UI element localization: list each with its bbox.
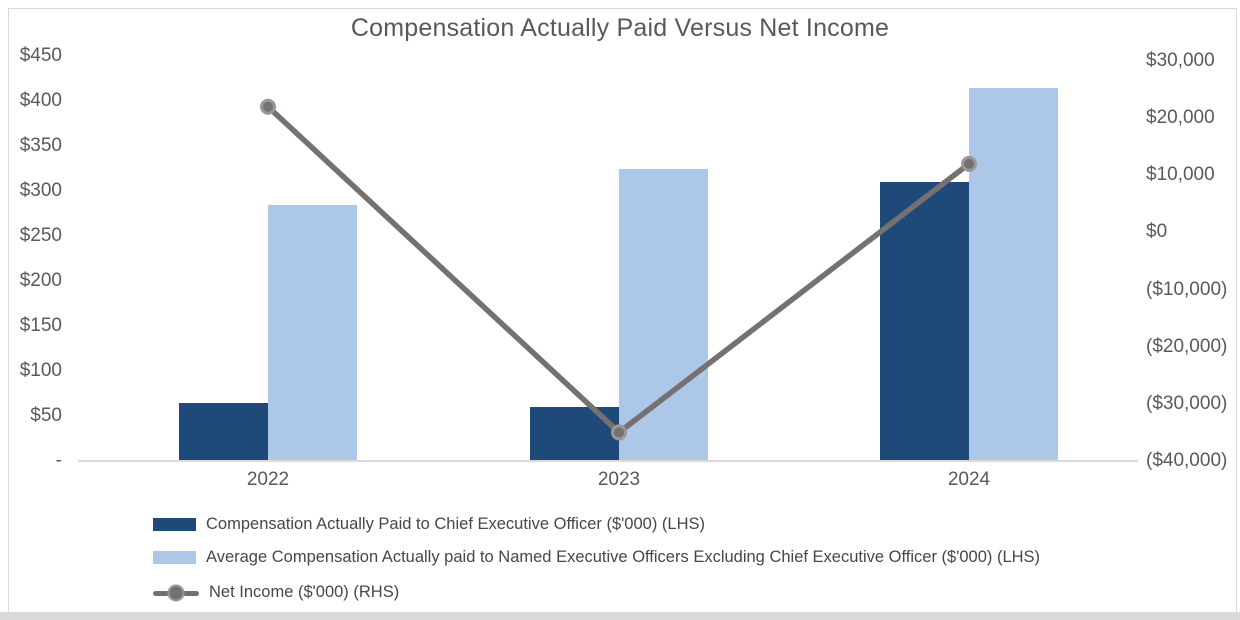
chart-border-right — [1236, 8, 1237, 612]
bar-ceo-compensation — [880, 182, 969, 461]
left-axis-tick: $200 — [19, 270, 62, 291]
right-axis-tick: $30,000 — [1146, 50, 1215, 71]
x-axis-label: 2024 — [947, 469, 991, 490]
left-axis-tick: $450 — [19, 45, 62, 66]
right-axis-tick: $10,000 — [1146, 164, 1215, 186]
right-axis-tick: ($20,000) — [1146, 335, 1228, 357]
legend-item: Net Income ($'000) (RHS) — [153, 583, 399, 602]
legend-item: Average Compensation Actually paid to Na… — [153, 548, 1040, 567]
x-axis-line — [78, 460, 1138, 462]
bar-ceo-compensation — [179, 402, 268, 461]
legend-item: Compensation Actually Paid to Chief Exec… — [153, 515, 705, 534]
chart-border-left — [8, 8, 9, 612]
legend-marker-icon — [167, 584, 185, 601]
line-marker — [260, 98, 276, 115]
left-axis-tick: $100 — [19, 360, 62, 381]
legend-label: Average Compensation Actually paid to Na… — [206, 548, 1041, 566]
x-axis-label: 2022 — [246, 469, 290, 490]
right-axis-tick: ($30,000) — [1146, 392, 1228, 414]
left-axis-tick: $400 — [19, 90, 62, 111]
sheet-edge-bottom — [0, 612, 1240, 620]
x-axis-label: 2023 — [597, 469, 641, 490]
left-axis-tick: $350 — [19, 135, 62, 156]
legend-label: Net Income ($'000) (RHS) — [209, 583, 400, 601]
legend-swatch-bar — [153, 551, 196, 564]
chart-title: Compensation Actually Paid Versus Net In… — [350, 14, 890, 42]
bar-neo-avg-compensation — [619, 168, 708, 461]
legend-swatch-bar — [153, 518, 196, 531]
left-axis-tick: $300 — [19, 180, 62, 201]
right-axis-tick: ($10,000) — [1146, 278, 1228, 300]
legend-swatch-line — [153, 584, 199, 602]
bar-neo-avg-compensation — [268, 204, 357, 461]
left-axis-tick: $150 — [19, 315, 62, 336]
chart-border-top — [8, 8, 1237, 9]
bar-neo-avg-compensation — [969, 87, 1058, 461]
right-axis-tick: $0 — [1146, 221, 1168, 243]
legend-label: Compensation Actually Paid to Chief Exec… — [206, 515, 705, 533]
left-axis-tick: $250 — [19, 225, 62, 246]
line-marker — [611, 424, 627, 441]
right-axis-tick: ($40,000) — [1146, 449, 1228, 471]
right-axis-tick: $20,000 — [1146, 107, 1215, 129]
left-axis-tick: - — [55, 450, 62, 471]
line-marker — [961, 155, 977, 172]
left-axis-tick: $50 — [30, 405, 62, 426]
